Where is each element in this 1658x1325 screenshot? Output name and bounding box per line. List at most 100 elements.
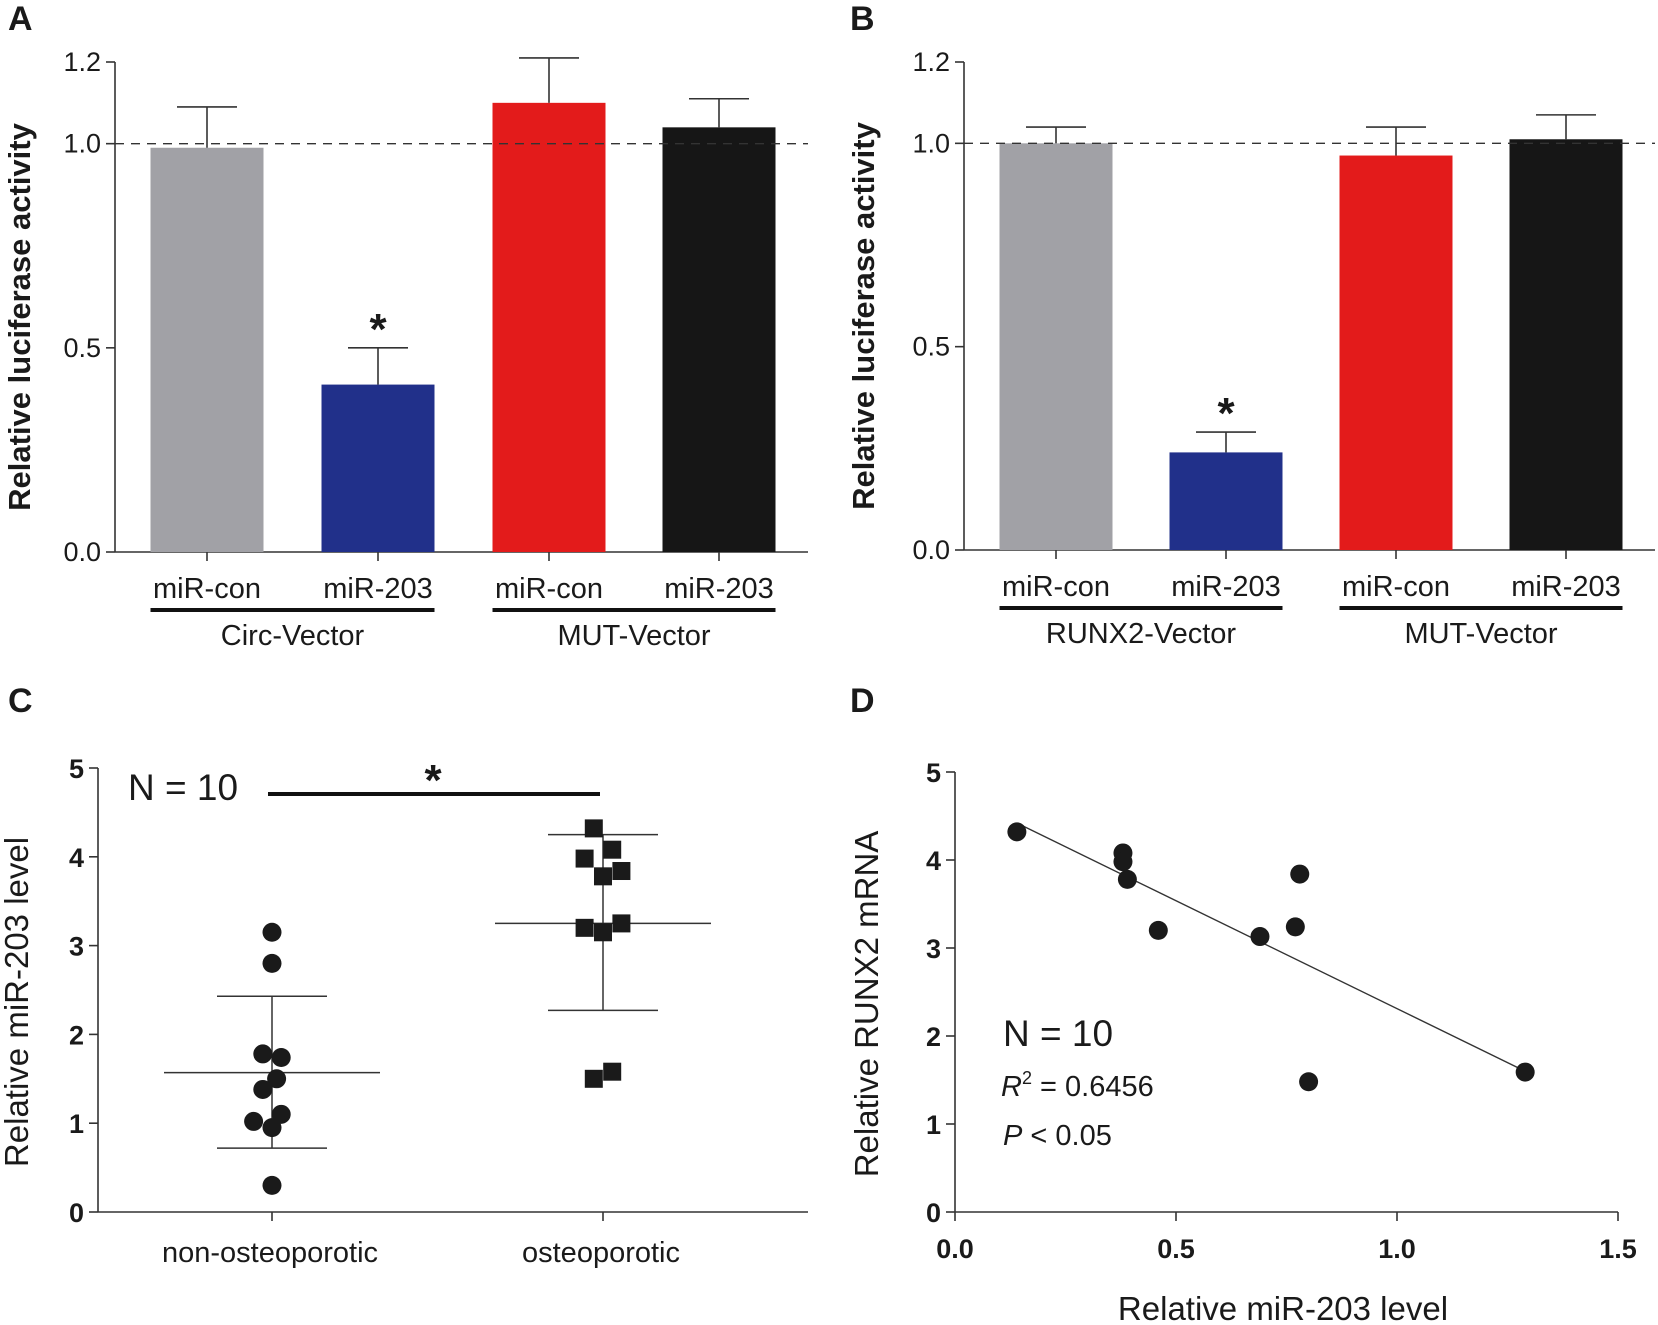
panel-letter: B <box>850 0 875 38</box>
data-point <box>262 1118 282 1138</box>
category-label: miR-con <box>153 573 261 605</box>
data-point <box>262 1175 282 1195</box>
panel-b: B 0.0 0.5 1.0 1.2 Relative luciferase activit… <box>846 0 1655 650</box>
y-axis-label: Relative miR-203 level <box>0 837 35 1167</box>
data-point <box>612 914 631 933</box>
significance-star: * <box>369 305 387 354</box>
bar <box>1509 139 1623 550</box>
category-label: osteoporotic <box>522 1237 680 1269</box>
y-tick-label: 2 <box>926 1022 941 1052</box>
category-label: miR-203 <box>323 573 433 605</box>
data-point <box>1290 864 1310 884</box>
y-tick-label: 0.0 <box>63 537 101 567</box>
x-tick-label: 1.0 <box>1378 1234 1416 1264</box>
bar <box>999 143 1113 551</box>
y-tick-label: 0 <box>926 1198 941 1228</box>
group-label: RUNX2-Vector <box>1046 618 1237 650</box>
y-tick-label: 4 <box>69 843 84 873</box>
data-point <box>1250 927 1270 947</box>
x-tick-label: 0.0 <box>936 1234 974 1264</box>
data-point <box>244 1111 264 1131</box>
category-label: miR-203 <box>664 573 774 605</box>
category-label: miR-con <box>1002 571 1110 603</box>
y-tick-label: 1.0 <box>63 129 101 159</box>
data-point <box>1007 822 1027 842</box>
y-tick-label: 1.2 <box>912 47 950 77</box>
p-value: < 0.05 <box>1022 1120 1112 1152</box>
panel-a: A 0.0 0.5 1.0 1.2 Relative luciferase activit… <box>2 0 808 652</box>
y-tick-label: 4 <box>926 846 941 876</box>
x-tick-label: 1.5 <box>1599 1234 1637 1264</box>
data-point <box>1148 920 1168 940</box>
panel-letter: D <box>850 682 875 720</box>
y-tick-label: 5 <box>69 754 84 784</box>
data-point <box>1113 852 1133 872</box>
bar <box>492 102 606 552</box>
panel-letter: A <box>8 0 33 38</box>
data-point <box>253 1079 273 1099</box>
n-annotation: N = 10 <box>128 767 238 808</box>
data-point <box>1285 917 1305 937</box>
category-label: miR-203 <box>1511 571 1621 603</box>
data-point <box>1515 1062 1535 1082</box>
x-axis-label: Relative miR-203 level <box>1118 1290 1448 1325</box>
bar <box>150 147 264 552</box>
p-value-annotation: P < 0.05 <box>1003 1120 1112 1152</box>
y-tick-label: 0.5 <box>63 333 101 363</box>
data-point <box>262 953 282 973</box>
data-point <box>271 1104 291 1124</box>
y-tick-label: 2 <box>69 1020 84 1050</box>
bar <box>1169 452 1283 550</box>
significance-star: * <box>424 756 442 805</box>
r-value: = 0.6456 <box>1032 1071 1154 1103</box>
group-label: MUT-Vector <box>557 620 710 652</box>
significance-star: * <box>1217 389 1235 438</box>
y-tick-label: 5 <box>926 758 941 788</box>
r-squared-annotation: R2 = 0.6456 <box>1001 1068 1154 1103</box>
data-point <box>584 819 603 838</box>
regression-line <box>1016 822 1526 1072</box>
data-point <box>271 1047 291 1067</box>
bar <box>662 127 776 552</box>
data-point <box>584 1069 603 1088</box>
category-label: miR-con <box>495 573 603 605</box>
data-point <box>262 922 282 942</box>
data-point <box>575 849 594 868</box>
data-point <box>1299 1072 1319 1092</box>
y-tick-label: 1.2 <box>63 47 101 77</box>
bar <box>321 384 435 552</box>
data-point <box>594 923 612 942</box>
data-point <box>253 1044 273 1064</box>
y-axis-label: Relative luciferase activity <box>846 121 881 509</box>
data-point <box>612 862 631 881</box>
category-label: non-osteoporotic <box>162 1237 378 1269</box>
category-label: miR-con <box>1342 571 1450 603</box>
panel-letter: C <box>8 682 33 720</box>
r-exponent: 2 <box>1022 1068 1032 1088</box>
data-point <box>603 1062 622 1081</box>
y-tick-label: 1 <box>69 1109 84 1139</box>
y-tick-label: 3 <box>926 934 941 964</box>
data-point <box>594 867 612 886</box>
group-label: MUT-Vector <box>1404 618 1557 650</box>
x-tick-label: 0.5 <box>1157 1234 1195 1264</box>
y-tick-label: 0.5 <box>912 332 950 362</box>
y-tick-label: 0.0 <box>912 535 950 565</box>
data-point <box>1117 869 1137 889</box>
p-symbol: P <box>1003 1120 1023 1152</box>
category-label: miR-203 <box>1171 571 1281 603</box>
y-tick-label: 3 <box>69 932 84 962</box>
y-tick-label: 0 <box>69 1198 84 1228</box>
y-axis-label: Relative luciferase activity <box>2 122 37 510</box>
panel-d: D 0 1 2 3 4 5 0.0 0.5 1.0 1.5 Relative RUNX2 mRNA Re… <box>848 682 1637 1325</box>
data-point <box>267 1069 287 1089</box>
group-label: Circ-Vector <box>221 620 365 652</box>
r-symbol: R <box>1001 1071 1022 1103</box>
n-annotation: N = 10 <box>1003 1013 1113 1054</box>
y-axis-label: Relative RUNX2 mRNA <box>848 831 885 1178</box>
y-tick-label: 1 <box>926 1110 941 1140</box>
bar <box>1339 155 1453 551</box>
data-point <box>603 840 622 859</box>
panel-c: C 0 1 2 3 4 5 Relative miR-203 level non-osteopo… <box>0 682 808 1269</box>
